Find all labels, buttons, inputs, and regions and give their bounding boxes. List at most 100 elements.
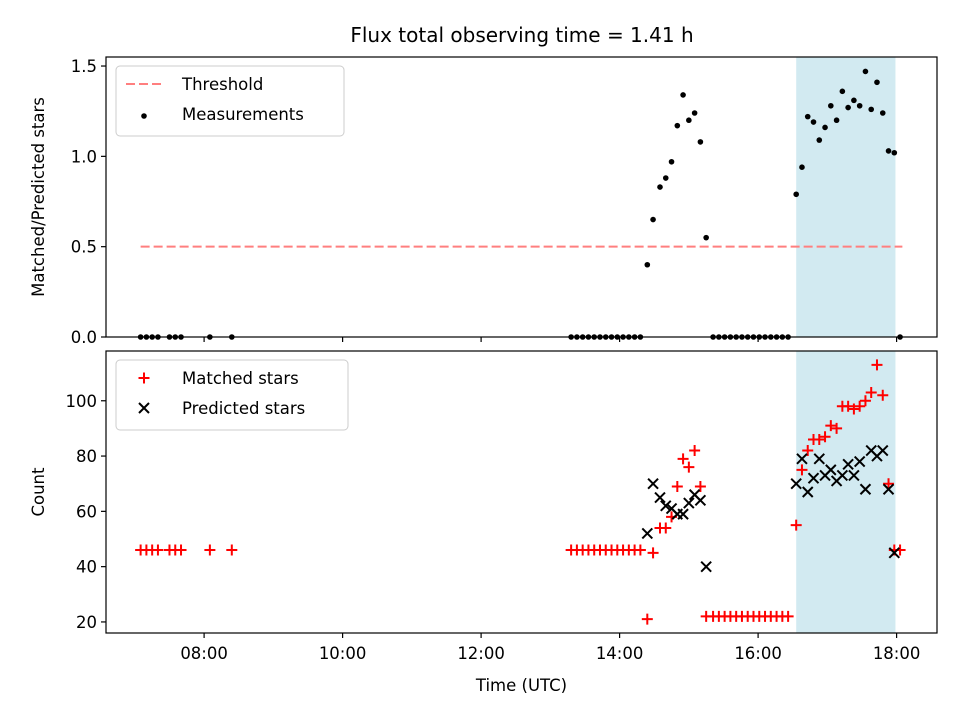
measurement-point — [644, 261, 651, 268]
matched-star-point — [677, 453, 689, 465]
predicted-star-point — [836, 469, 849, 482]
matched-star-point — [647, 547, 659, 559]
matched-star-point — [671, 480, 683, 492]
legend-label: Measurements — [182, 105, 304, 124]
predicted-star-point — [683, 497, 695, 509]
legend: Matched stars Predicted stars — [115, 359, 349, 431]
plot-frame — [105, 56, 938, 338]
matched-star-point — [152, 544, 164, 556]
predicted-star-point — [877, 444, 889, 457]
measurement-point — [874, 79, 880, 86]
predicted-star-point — [853, 455, 866, 468]
highlight-span — [796, 57, 896, 337]
matched-star-point — [226, 544, 238, 556]
x-tick-label: 18:00 — [873, 644, 921, 663]
measurement-point — [885, 148, 892, 154]
legend-box — [115, 65, 345, 137]
matched-star-point — [848, 403, 860, 415]
predicted-star-point — [694, 494, 707, 507]
predicted-star-point — [641, 527, 654, 540]
legend-label: Matched stars — [182, 369, 299, 388]
matched-star-point — [790, 519, 802, 531]
predicted-star-point — [660, 500, 672, 512]
predicted-star-point — [700, 560, 712, 573]
measurement-point — [662, 175, 669, 181]
matched-star-point — [641, 613, 653, 625]
predicted-star-point — [882, 483, 895, 495]
matched-star-point — [796, 464, 808, 476]
measurement-point — [804, 113, 811, 120]
series-matched-stars — [135, 359, 906, 625]
y-tick-label: 0.0 — [71, 328, 97, 347]
x-tick-label: 10:00 — [319, 644, 367, 663]
y-tick-label: 80 — [76, 447, 97, 466]
matched-star-point — [634, 544, 646, 556]
measurement-point — [856, 102, 863, 109]
matched-star-point — [859, 395, 871, 407]
bottom-panel: 08:00 10:00 12:00 14:00 16:00 18:00 20 40 60 80 10… — [29, 350, 938, 695]
measurement-point — [879, 110, 886, 116]
matched-star-point — [782, 610, 794, 622]
measurement-point — [691, 110, 698, 116]
measurement-point — [697, 139, 704, 145]
matched-star-point — [854, 400, 866, 412]
chart-title: Flux total observing time = 1.41 h — [350, 23, 693, 47]
matched-star-point — [660, 522, 672, 534]
plot-frame — [105, 350, 938, 634]
measurement-point — [793, 191, 799, 198]
x-axis-label: Time (UTC) — [475, 676, 567, 695]
legend-predicted-swatch — [138, 402, 150, 414]
measurement-point — [816, 137, 823, 143]
measurement-point — [810, 119, 817, 125]
predicted-star-point — [796, 453, 808, 465]
matched-star-point — [842, 400, 854, 412]
matched-star-point — [825, 420, 837, 432]
predicted-star-point — [842, 458, 854, 471]
measurement-point — [703, 234, 709, 241]
measurement-point — [833, 117, 840, 124]
y-tick-label: 40 — [76, 558, 97, 577]
matched-star-point — [683, 461, 695, 473]
matched-star-point — [831, 422, 843, 434]
predicted-star-point — [647, 477, 659, 490]
measurement-point — [657, 184, 663, 190]
measurement-point — [822, 124, 828, 131]
predicted-star-point — [807, 472, 820, 484]
top-panel: 0.0 0.5 1.0 1.5 Matched/Predicted stars Thres… — [29, 56, 938, 347]
y-axis-label: Matched/Predicted stars — [29, 97, 48, 297]
y-tick-label: 20 — [76, 613, 97, 632]
predicted-star-point — [654, 491, 666, 504]
measurement-point — [668, 158, 675, 165]
measurement-point — [674, 122, 681, 129]
measurement-point — [891, 149, 898, 156]
predicted-star-point — [677, 508, 689, 520]
x-tick-label: 16:00 — [734, 644, 782, 663]
y-tick-label: 1.5 — [71, 57, 97, 76]
matched-star-point — [694, 480, 706, 492]
matched-star-point — [819, 431, 831, 443]
y-tick-label: 100 — [66, 392, 98, 411]
y-tick-label: 1.0 — [71, 147, 97, 166]
predicted-star-point — [859, 483, 872, 495]
matched-star-point — [883, 478, 895, 490]
predicted-star-point — [813, 453, 825, 465]
series-predicted-stars — [641, 444, 901, 573]
predicted-star-point — [888, 547, 901, 559]
legend-box — [115, 359, 349, 431]
predicted-star-point — [825, 464, 837, 476]
measurement-point — [862, 68, 869, 75]
y-tick-label: 0.5 — [71, 238, 97, 257]
measurement-point — [839, 88, 846, 95]
predicted-star-point — [802, 486, 814, 498]
matched-star-point — [877, 389, 889, 401]
legend-label: Predicted stars — [182, 399, 305, 418]
matched-star-point — [689, 445, 701, 457]
matched-star-point — [865, 386, 877, 398]
measurement-point — [851, 97, 857, 104]
legend-matched-swatch — [138, 372, 150, 384]
matched-star-point — [175, 544, 187, 556]
x-tick-label: 08:00 — [180, 644, 228, 663]
matched-star-point — [204, 544, 216, 556]
